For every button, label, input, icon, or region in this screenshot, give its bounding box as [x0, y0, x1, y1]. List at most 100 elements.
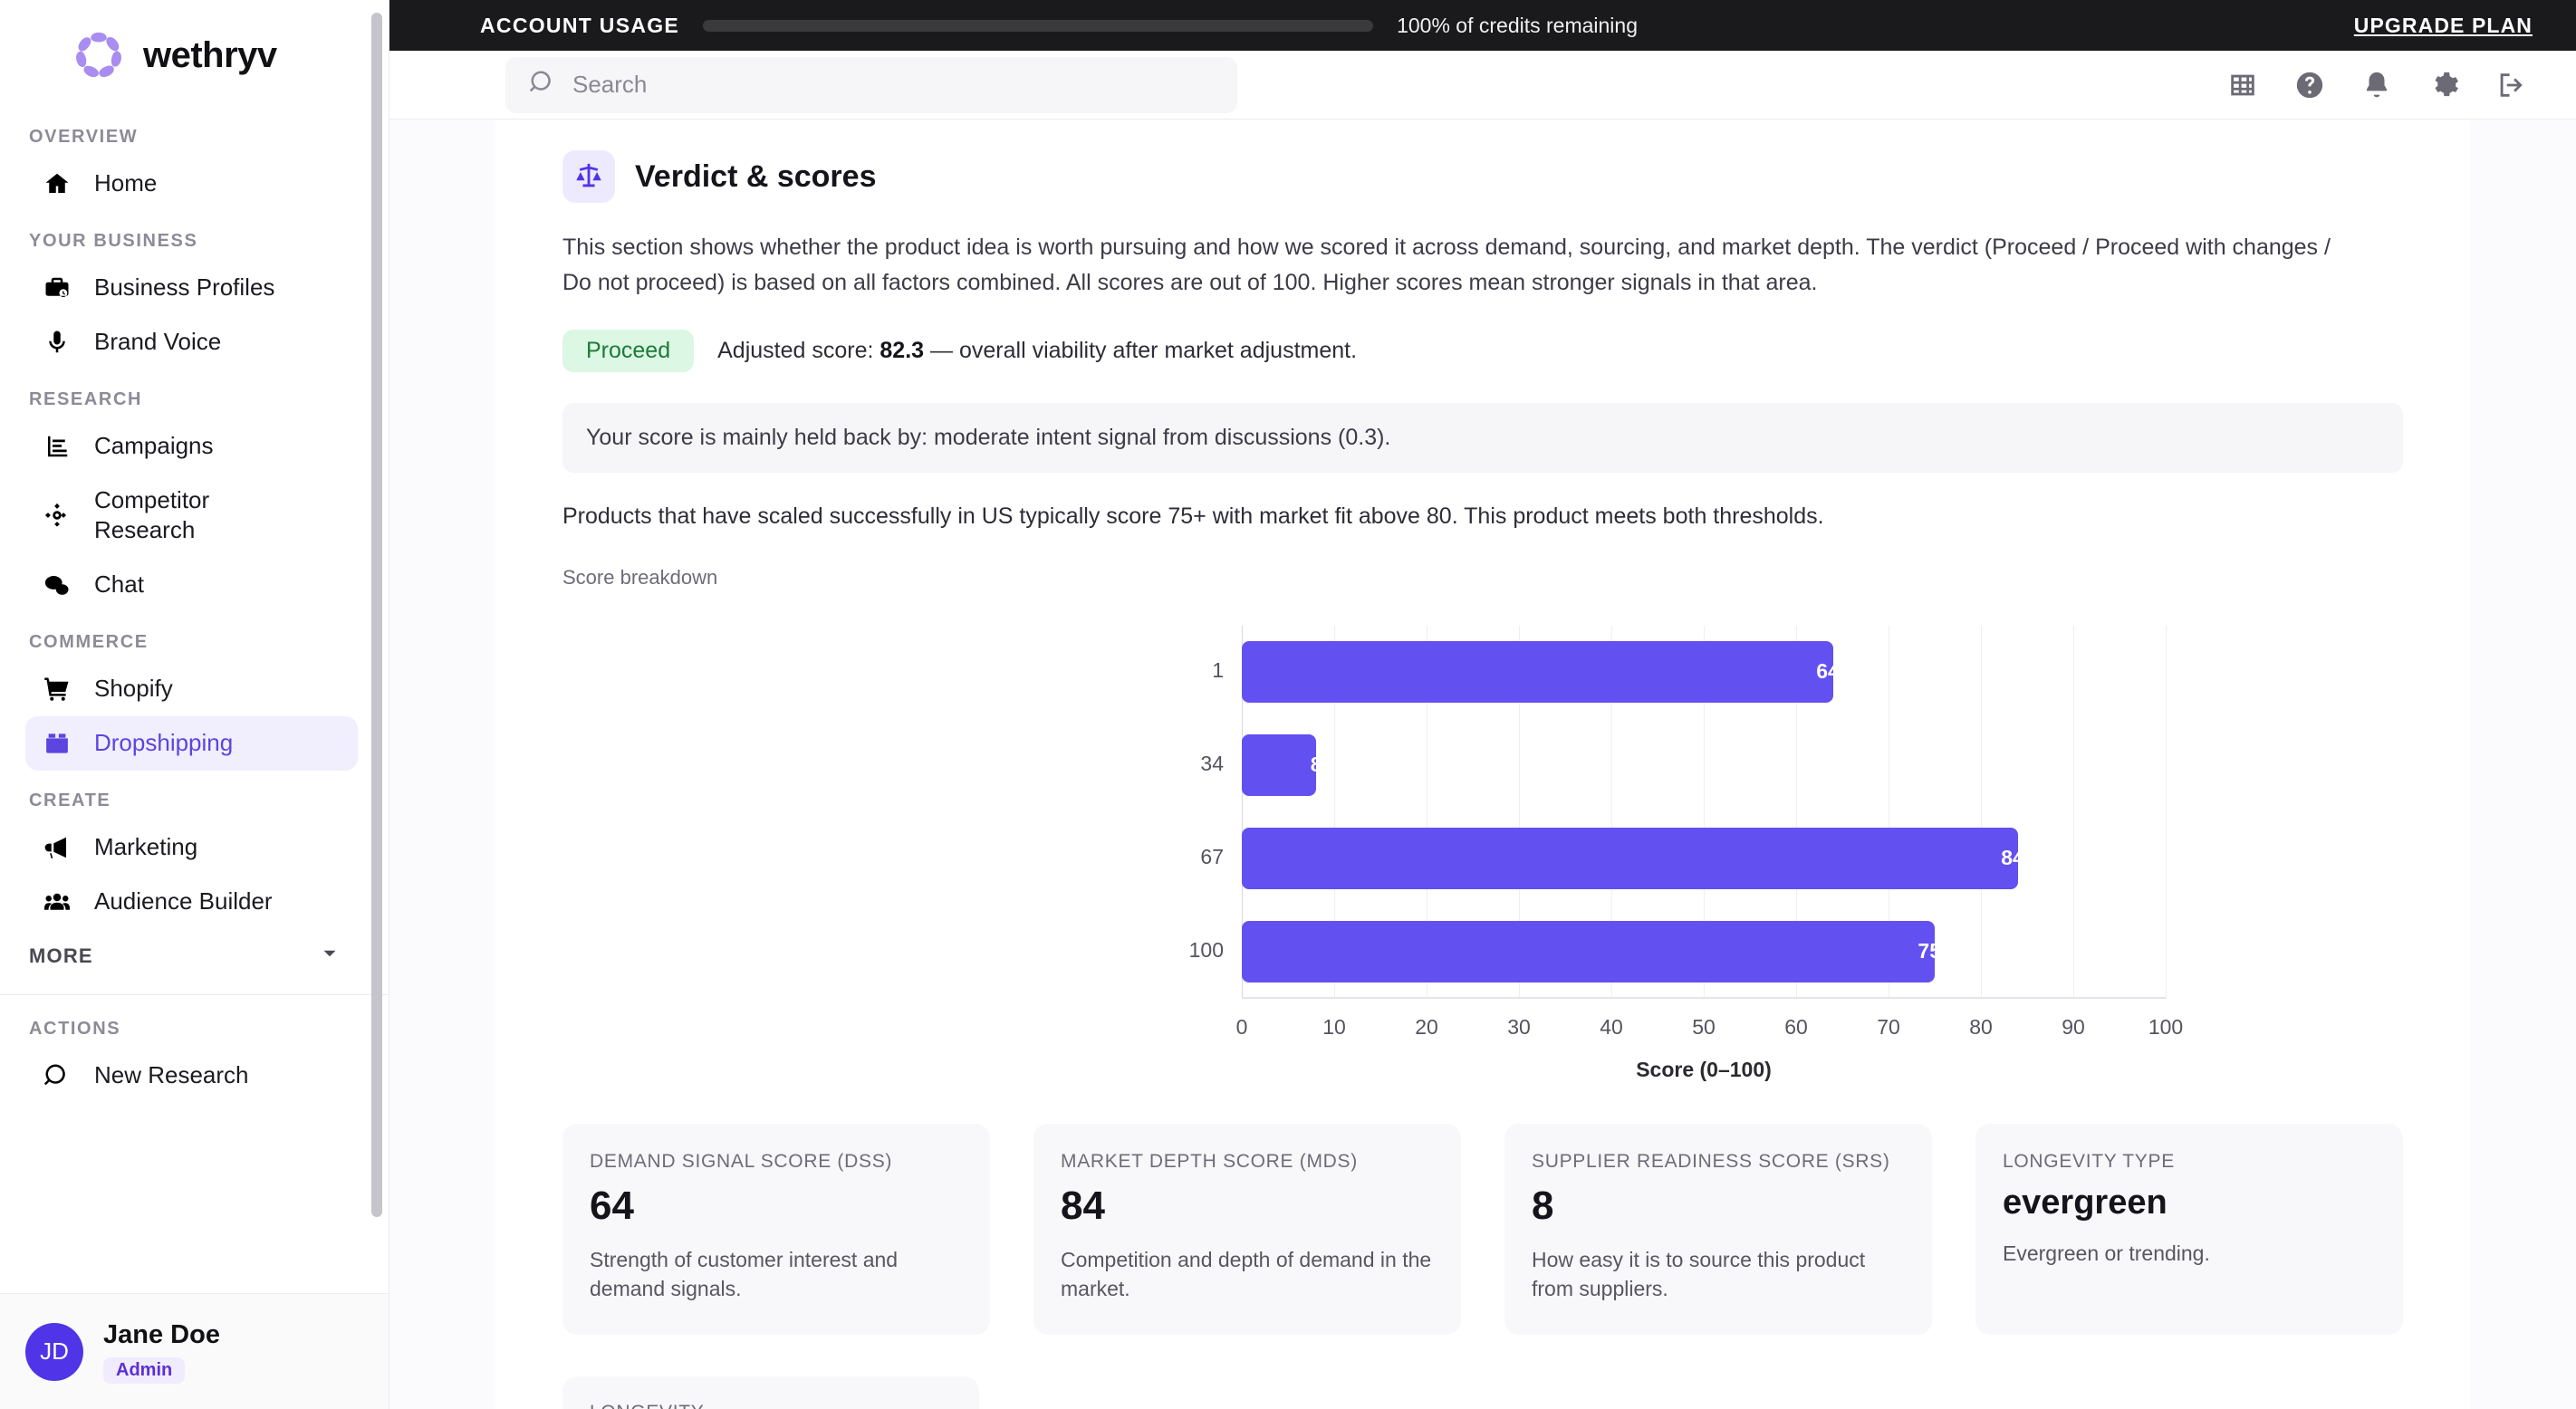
chart-bar-row: 75 [1242, 921, 2166, 982]
metric-cards-next-row: LONGEVITY [562, 1375, 2403, 1409]
megaphone-icon [42, 832, 72, 863]
brand-name: wethryv [143, 34, 277, 75]
metric-value: evergreen [2003, 1183, 2167, 1222]
sidebar-item-new-research[interactable]: New Research [25, 1049, 358, 1103]
metric-description: Strength of customer interest and demand… [590, 1247, 899, 1301]
sidebar-item-chat[interactable]: Chat [25, 558, 358, 612]
chart-y-tick-label: 100 [1188, 938, 1224, 962]
search-icon [42, 1060, 72, 1091]
user-name: Jane Doe [103, 1320, 220, 1350]
chart-bar[interactable]: 84 [1242, 828, 2018, 889]
score-breakdown-label: Score breakdown [562, 565, 718, 589]
sidebar-item-dropshipping[interactable]: Dropshipping [25, 715, 358, 771]
avatar: JD [25, 1322, 83, 1381]
adjusted-score-prefix: Adjusted score: [717, 337, 874, 363]
logout-icon[interactable] [2493, 67, 2529, 103]
sidebar-item-home[interactable]: Home [25, 157, 358, 211]
metric-label: LONGEVITY TYPE [2003, 1150, 2175, 1172]
nav-section-your-business-label: YOUR BUSINESS [29, 231, 198, 251]
chart-gridline [1519, 625, 1520, 999]
sidebar-item-brand-voice[interactable]: Brand Voice [25, 315, 358, 369]
threshold-note: Products that have scaled successfully i… [562, 503, 1824, 529]
chart-gridline [1611, 625, 1612, 999]
chart-x-axis-line [1242, 996, 2166, 999]
sidebar-item-label: Chat [94, 570, 144, 598]
scales-icon [562, 150, 615, 203]
home-icon [42, 168, 72, 199]
nav-section-commerce-label: COMMERCE [29, 631, 149, 652]
chart-x-tick-label: 100 [2148, 1014, 2184, 1039]
chart-x-tick-label: 50 [1692, 1014, 1716, 1039]
sidebar-item-campaigns[interactable]: Campaigns [25, 419, 358, 474]
chart-x-ticks: 0 10 20 30 40 50 60 70 80 90 100 [1236, 1014, 2184, 1042]
microphone-icon [42, 327, 72, 358]
verdict-scores-card: Verdict & scores This section shows whet… [495, 120, 2470, 1409]
sidebar-nav: OVERVIEW Home YOUR BUSINESS Business Pro… [0, 107, 389, 1293]
gear-icon[interactable] [2426, 67, 2462, 103]
chevron-down-icon [318, 942, 341, 971]
chart-x-tick-label: 80 [1969, 1014, 1993, 1039]
chart-bar-row: 8 [1242, 734, 2166, 796]
sidebar-more-toggle[interactable]: MORE [29, 933, 341, 980]
sidebar-item-label: Shopify [94, 674, 173, 702]
chart-y-tick-label: 67 [1200, 845, 1224, 868]
upgrade-plan-link[interactable]: UPGRADE PLAN [2353, 13, 2533, 37]
adjusted-score-suffix: — overall viability after market adjustm… [930, 337, 1358, 363]
sidebar-item-label: Competitor Research [94, 486, 210, 544]
chart-gridline [1796, 625, 1797, 999]
chart-bar-row: 64 [1242, 641, 2166, 703]
section-description: This section shows whether the product i… [562, 235, 2331, 295]
metric-description: How easy it is to source this product fr… [1532, 1247, 1866, 1301]
brand-logo[interactable]: wethryv [0, 0, 389, 107]
search-input[interactable] [572, 71, 1214, 99]
sidebar-item-label: New Research [94, 1060, 249, 1088]
bell-icon[interactable] [2359, 67, 2395, 103]
bar-chart-icon [42, 431, 72, 462]
sidebar-item-business-profiles[interactable]: Business Profiles [25, 261, 358, 315]
chart-gridline [1704, 625, 1705, 999]
main-area: ACCOUNT USAGE 100% of credits remaining … [389, 0, 2576, 1409]
chart-bar[interactable]: 8 [1242, 734, 1316, 796]
chart-x-tick-label: 0 [1235, 1014, 1248, 1039]
sidebar-more-label: MORE [29, 944, 93, 967]
help-circle-icon[interactable] [2292, 67, 2328, 103]
sidebar-scrollbar[interactable] [371, 13, 382, 1217]
chart-x-tick-label: 30 [1507, 1014, 1531, 1039]
sidebar-item-label: Dropshipping [94, 728, 234, 756]
chart-bar[interactable]: 75 [1242, 921, 1935, 982]
briefcase-clock-icon [42, 273, 72, 303]
sidebar-item-label: Audience Builder [94, 887, 273, 915]
search-box[interactable] [505, 56, 1237, 113]
chart-x-tick-label: 20 [1415, 1014, 1438, 1039]
user-role-badge: Admin [103, 1356, 186, 1384]
sidebar-item-competitor-research[interactable]: Competitor Research [25, 474, 358, 558]
wethryv-logo-icon [71, 27, 127, 83]
adjusted-score-text: Adjusted score: 82.3 — overall viability… [717, 338, 1357, 364]
sidebar: wethryv OVERVIEW Home YOUR BUSINESS Busi… [0, 0, 389, 1409]
sidebar-item-shopify[interactable]: Shopify [25, 662, 358, 716]
apps-grid-icon[interactable] [2225, 67, 2261, 103]
chart-bar-value-label: 64 [1816, 659, 1833, 684]
account-usage-text: 100% of credits remaining [1397, 13, 1638, 37]
chart-gridline [1242, 625, 1243, 999]
user-profile[interactable]: JD Jane Doe Admin [0, 1293, 389, 1409]
sidebar-item-label: Campaigns [94, 432, 214, 460]
chart-bar[interactable]: 64 [1242, 641, 1833, 703]
nav-section-research-label: RESEARCH [29, 389, 143, 409]
sidebar-item-audience-builder[interactable]: Audience Builder [25, 875, 358, 929]
chart-x-tick-label: 10 [1322, 1014, 1346, 1039]
top-bar-icons [2225, 67, 2529, 103]
sidebar-item-marketing[interactable]: Marketing [25, 820, 358, 875]
chart-y-tick-label: 1 [1212, 658, 1224, 682]
shopping-cart-icon [42, 674, 72, 704]
chat-bubbles-icon [42, 570, 72, 600]
metric-description: Competition and depth of demand in the m… [1061, 1247, 1432, 1301]
chart-x-tick-label: 70 [1877, 1014, 1900, 1039]
sidebar-actions-label: ACTIONS [29, 1018, 121, 1039]
chart-gridline [1981, 625, 1982, 999]
top-bar [389, 51, 2576, 120]
account-usage-progress [703, 19, 1374, 32]
sidebar-item-label: Business Profiles [94, 273, 275, 302]
chart-x-tick-label: 90 [2062, 1014, 2085, 1039]
